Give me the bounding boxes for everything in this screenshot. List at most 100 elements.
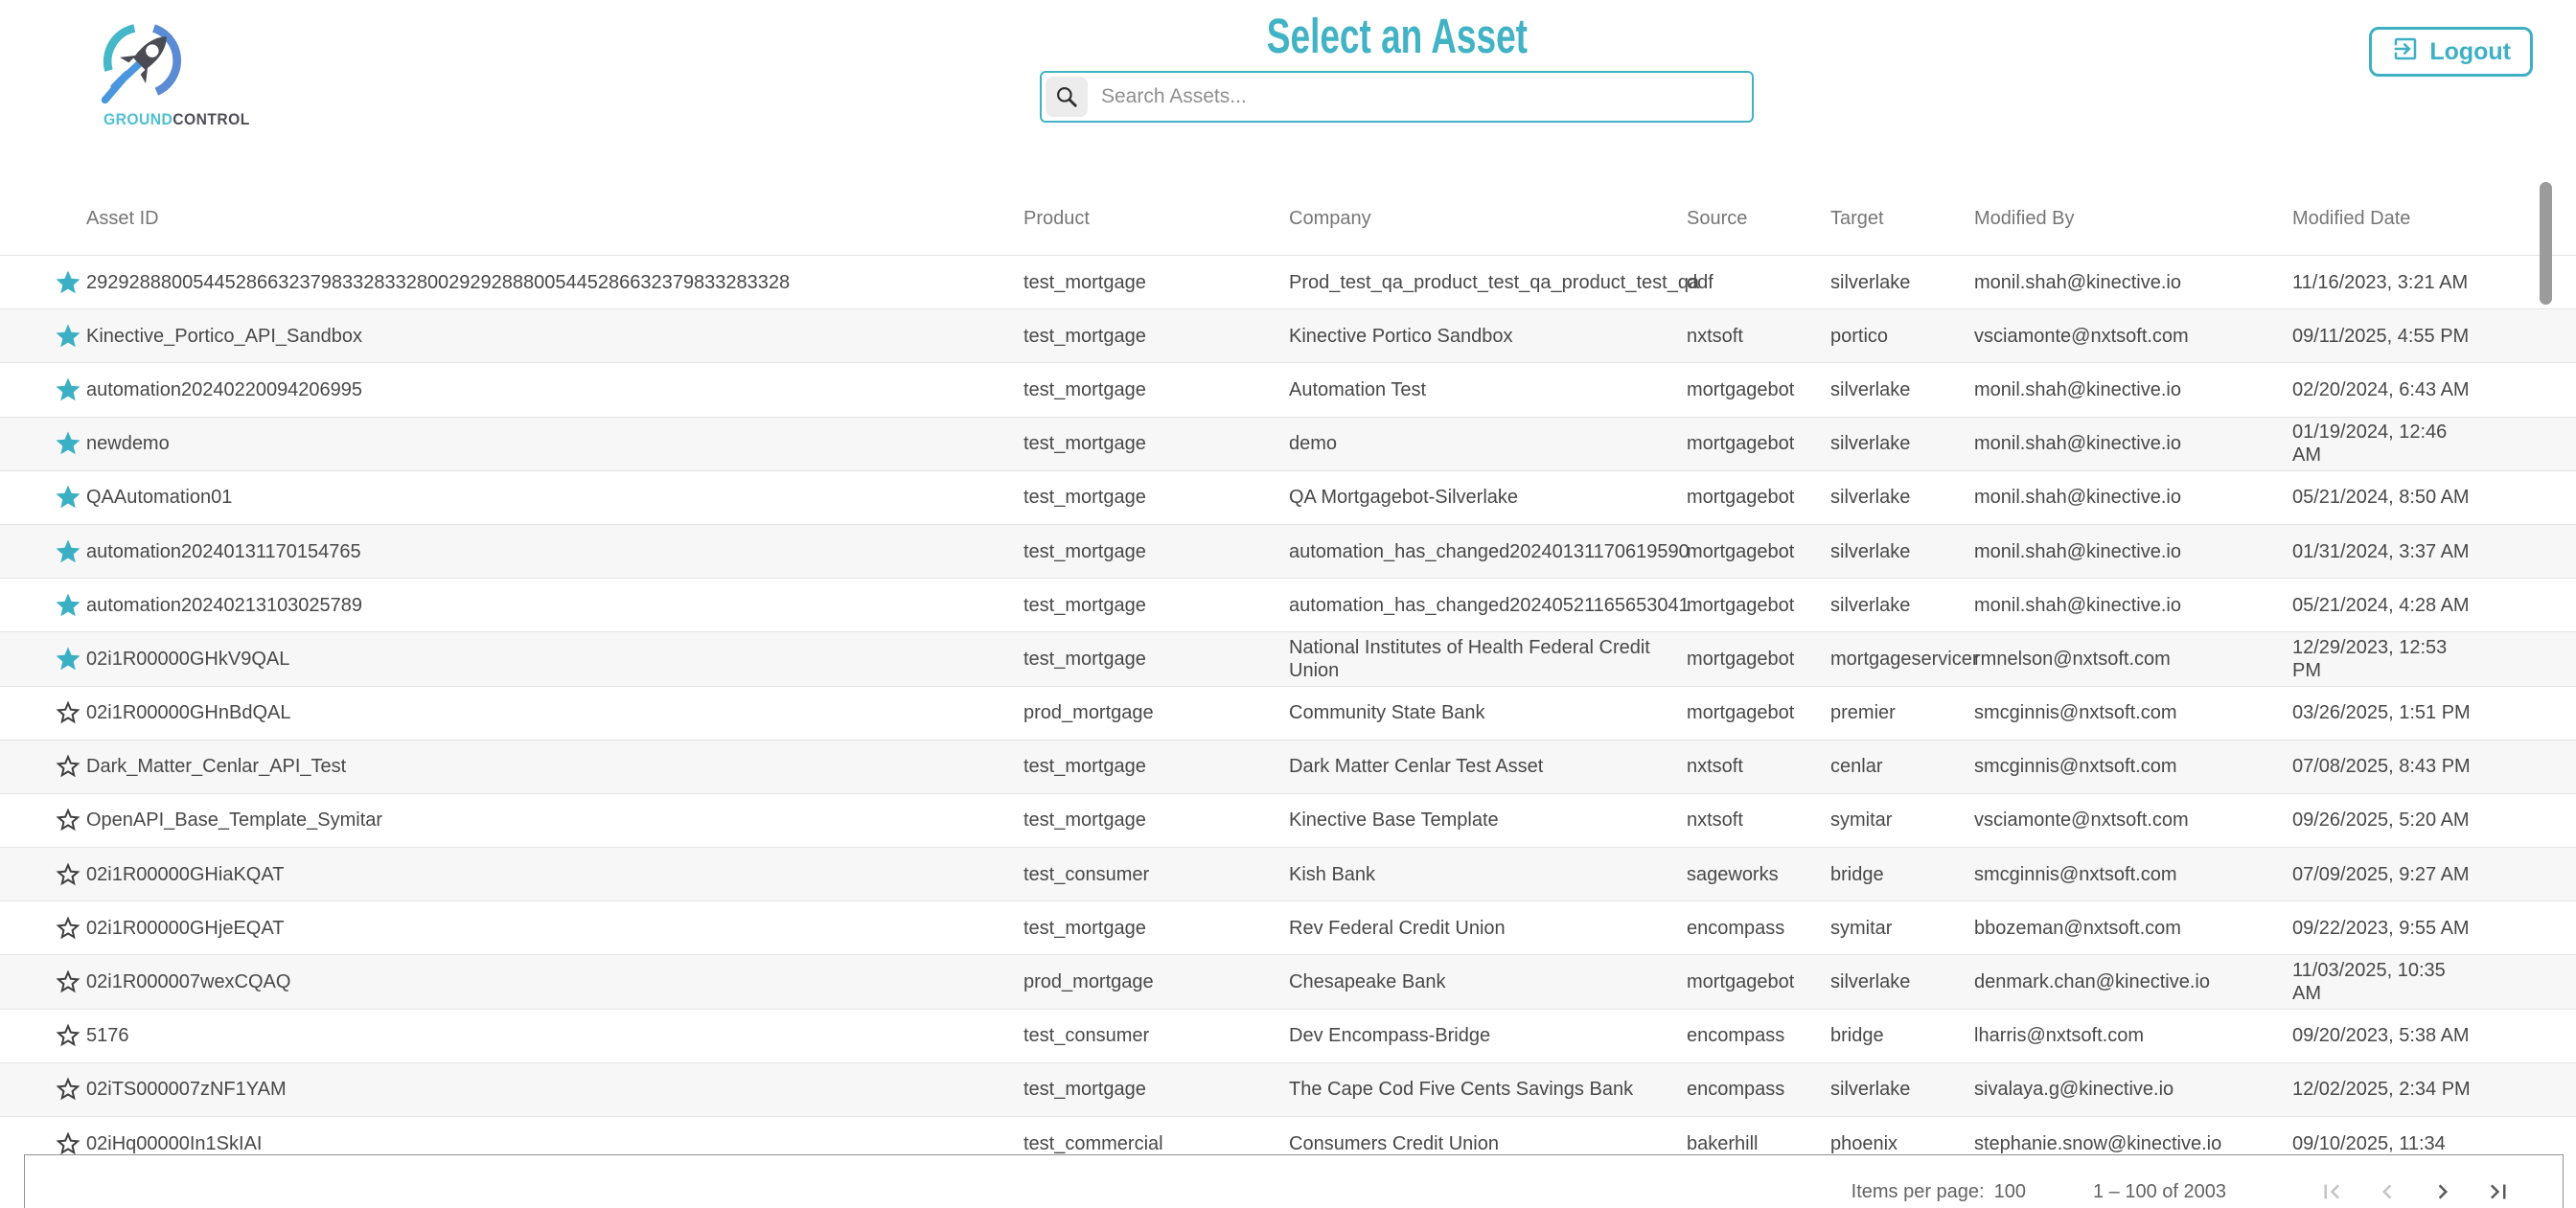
asset-id-cell: 02iHq00000In1SkIAI [86, 1132, 263, 1154]
vertical-scrollbar[interactable] [2540, 178, 2552, 1154]
favorite-star-icon[interactable] [54, 483, 82, 512]
table-row[interactable]: newdemo test_mortgage demo mortgagebot s… [0, 416, 2576, 470]
table-row[interactable]: Dark_Matter_Cenlar_API_Test test_mortgag… [0, 739, 2576, 793]
logout-button[interactable]: Logout [2369, 27, 2533, 77]
column-header-product[interactable]: Product [1024, 207, 1090, 229]
items-per-page-label: Items per page: [1851, 1180, 1985, 1202]
table-row[interactable]: 5176 test_consumer Dev Encompass-Bridge … [0, 1008, 2576, 1062]
source-cell: sageworks [1687, 863, 1779, 885]
table-row[interactable]: 02i1R00000GHiaKQAT test_consumer Kish Ba… [0, 847, 2576, 901]
modified-date-cell: 09/22/2023, 9:55 AM [2292, 917, 2470, 939]
favorite-star-icon[interactable] [54, 1075, 82, 1104]
target-cell: premier [1830, 702, 1896, 724]
column-header-modified-by[interactable]: Modified By [1974, 207, 2075, 229]
source-cell: nxtsoft [1687, 809, 1743, 832]
modified-by-cell: smcginnis@nxtsoft.com [1974, 702, 2177, 724]
modified-by-cell: monil.shah@kinective.io [1974, 378, 2181, 400]
target-cell: symitar [1830, 809, 1893, 832]
source-cell: mortgagebot [1687, 971, 1795, 993]
rocket-logo-icon [96, 24, 188, 111]
table-row[interactable]: 2929288800544528663237983328332800292928… [0, 255, 2576, 308]
product-cell: test_mortgage [1024, 433, 1146, 455]
product-cell: prod_mortgage [1024, 702, 1154, 724]
favorite-star-icon[interactable] [54, 429, 82, 458]
modified-date-cell: 09/10/2025, 11:34 [2292, 1132, 2446, 1154]
company-cell: automation_has_changed20240521165653041 [1289, 594, 1690, 616]
modified-by-cell: monil.shah@kinective.io [1974, 540, 2181, 562]
product-cell: test_mortgage [1024, 1079, 1146, 1101]
table-row[interactable]: automation20240220094206995 test_mortgag… [0, 362, 2576, 416]
prev-page-button [2373, 1177, 2402, 1206]
source-cell: mortgagebot [1687, 594, 1795, 616]
scrollbar-thumb[interactable] [2540, 182, 2552, 305]
favorite-star-icon[interactable] [54, 537, 82, 566]
next-page-button[interactable] [2428, 1177, 2457, 1206]
product-cell: test_mortgage [1024, 378, 1146, 400]
table-row[interactable]: 02i1R00000GHnBdQAL prod_mortgage Communi… [0, 685, 2576, 740]
modified-by-cell: sivalaya.g@kinective.io [1974, 1079, 2174, 1101]
column-header-target[interactable]: Target [1830, 207, 1884, 229]
product-cell: test_mortgage [1024, 809, 1146, 832]
favorite-star-icon[interactable] [54, 268, 82, 297]
column-header-modified-date[interactable]: Modified Date [2292, 207, 2411, 229]
items-per-page-select[interactable]: 100 [1993, 1180, 2026, 1202]
target-cell: silverlake [1830, 271, 1911, 293]
favorite-star-icon[interactable] [54, 322, 82, 351]
favorite-star-icon[interactable] [54, 1021, 82, 1050]
table-row[interactable]: automation20240131170154765 test_mortgag… [0, 523, 2576, 579]
asset-id-cell: newdemo [86, 433, 170, 455]
table-row[interactable]: 02iHq00000In1SkIAI test_commercial Consu… [0, 1116, 2576, 1170]
favorite-star-icon[interactable] [54, 806, 82, 834]
modified-by-cell: vsciamonte@nxtsoft.com [1974, 325, 2189, 347]
product-cell: test_mortgage [1024, 756, 1146, 778]
favorite-star-icon[interactable] [54, 752, 82, 781]
modified-by-cell: monil.shah@kinective.io [1974, 271, 2181, 293]
table-row[interactable]: 02iTS000007zNF1YAM test_mortgage The Cap… [0, 1061, 2576, 1116]
target-cell: silverlake [1830, 433, 1911, 455]
column-header-company[interactable]: Company [1289, 207, 1371, 229]
modified-date-cell: 12/29/2023, 12:53 PM [2292, 636, 2448, 681]
table-row[interactable]: 02i1R00000GHjeEQAT test_mortgage Rev Fed… [0, 900, 2576, 954]
company-cell: Kinective Portico Sandbox [1289, 325, 1513, 347]
table-row[interactable]: OpenAPI_Base_Template_Symitar test_mortg… [0, 792, 2576, 847]
table-row[interactable]: automation20240213103025789 test_mortgag… [0, 578, 2576, 631]
target-cell: symitar [1830, 917, 1893, 939]
table-row[interactable]: 02i1R000007wexCQAQ prod_mortgage Chesape… [0, 954, 2576, 1009]
company-cell: automation_has_changed20240131170619590 [1289, 540, 1690, 562]
product-cell: test_consumer [1024, 1025, 1150, 1047]
modified-date-cell: 12/02/2025, 2:34 PM [2292, 1079, 2471, 1101]
column-header-asset-id[interactable]: Asset ID [86, 207, 159, 229]
column-header-source[interactable]: Source [1687, 207, 1748, 229]
target-cell: bridge [1830, 1025, 1884, 1047]
modified-by-cell: monil.shah@kinective.io [1974, 594, 2181, 616]
target-cell: cenlar [1830, 756, 1883, 778]
favorite-star-icon[interactable] [54, 860, 82, 889]
target-cell: silverlake [1830, 378, 1911, 400]
first-page-button [2317, 1177, 2346, 1206]
target-cell: portico [1830, 325, 1889, 347]
last-page-button[interactable] [2484, 1177, 2513, 1206]
favorite-star-icon[interactable] [54, 591, 82, 620]
favorite-star-icon[interactable] [54, 698, 82, 727]
search-box [1040, 71, 1754, 123]
modified-by-cell: stephanie.snow@kinective.io [1974, 1132, 2222, 1154]
favorite-star-icon[interactable] [54, 645, 82, 673]
favorite-star-icon[interactable] [54, 1129, 82, 1158]
modified-by-cell: monil.shah@kinective.io [1974, 433, 2181, 455]
table-row[interactable]: Kinective_Portico_API_Sandbox test_mortg… [0, 308, 2576, 363]
asset-id-cell: automation20240220094206995 [86, 378, 363, 400]
company-cell: Consumers Credit Union [1289, 1132, 1499, 1154]
asset-id-cell: automation20240213103025789 [86, 594, 363, 616]
search-input[interactable] [1088, 85, 1752, 108]
modified-date-cell: 09/11/2025, 4:55 PM [2292, 325, 2470, 347]
table-row[interactable]: QAAutomation01 test_mortgage QA Mortgage… [0, 469, 2576, 524]
favorite-star-icon[interactable] [54, 914, 82, 943]
favorite-star-icon[interactable] [54, 968, 82, 996]
product-cell: test_commercial [1024, 1132, 1163, 1154]
company-cell: The Cape Cod Five Cents Savings Bank [1289, 1079, 1634, 1101]
modified-date-cell: 07/08/2025, 8:43 PM [2292, 756, 2471, 778]
table-row[interactable]: 02i1R00000GHkV9QAL test_mortgage Nationa… [0, 631, 2576, 686]
modified-date-cell: 09/26/2025, 5:20 AM [2292, 809, 2470, 832]
asset-id-cell: Dark_Matter_Cenlar_API_Test [86, 756, 347, 778]
favorite-star-icon[interactable] [54, 376, 82, 404]
